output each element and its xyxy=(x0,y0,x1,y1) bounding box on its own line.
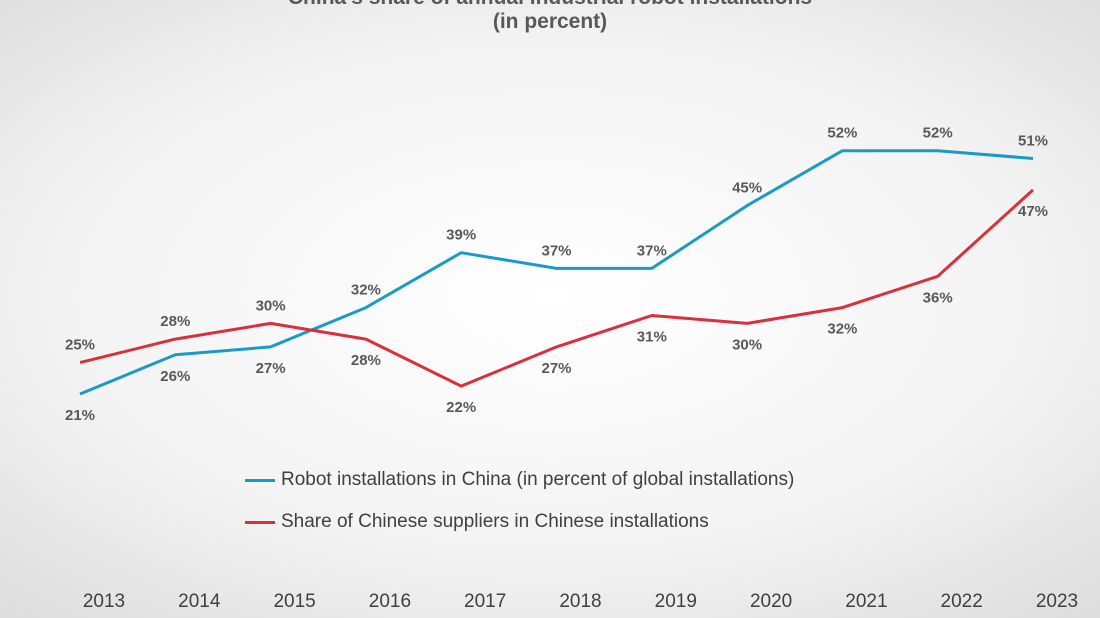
series-line-0 xyxy=(79,149,1034,396)
series-line-1 xyxy=(79,188,1035,388)
x-tick-2023: 2023 xyxy=(1036,591,1078,612)
data-label-s0-2021: 52% xyxy=(827,125,857,142)
data-label-s1-2018: 27% xyxy=(541,360,571,377)
data-label-s1-2022: 36% xyxy=(923,289,953,306)
chart-title: China's share of annual industrial robot… xyxy=(0,0,1100,10)
data-label-s1-2020: 30% xyxy=(732,336,762,353)
x-tick-2014: 2014 xyxy=(178,591,221,612)
data-label-s0-2015: 27% xyxy=(256,360,286,377)
x-tick-2018: 2018 xyxy=(559,591,601,612)
x-tick-2013: 2013 xyxy=(83,591,125,612)
data-label-s1-2015: 30% xyxy=(256,297,286,314)
data-label-s0-2017: 39% xyxy=(446,227,476,244)
legend-entry-china-installations: Robot installations in China (in percent… xyxy=(245,469,794,491)
data-label-s0-2014: 26% xyxy=(160,368,190,385)
legend-label-china-installations: Robot installations in China (in percent… xyxy=(281,469,795,490)
data-label-s0-2018: 37% xyxy=(541,242,571,259)
data-label-s1-2014: 28% xyxy=(160,313,190,330)
data-label-s0-2019: 37% xyxy=(637,242,667,259)
chart-subtitle: (in percent) xyxy=(492,10,608,33)
data-label-s0-2020: 45% xyxy=(732,180,762,197)
x-tick-2019: 2019 xyxy=(655,591,697,612)
legend-entry-chinese-suppliers: Share of Chinese suppliers in Chinese in… xyxy=(245,511,709,533)
data-label-s1-2019: 31% xyxy=(637,329,667,346)
data-label-s1-2013: 25% xyxy=(65,337,95,354)
data-label-s0-2016: 32% xyxy=(351,282,381,299)
x-tick-2021: 2021 xyxy=(845,591,887,612)
data-label-s0-2022: 52% xyxy=(923,125,953,142)
x-tick-2020: 2020 xyxy=(750,591,792,612)
legend-label-chinese-suppliers: Share of Chinese suppliers in Chinese in… xyxy=(281,511,709,532)
x-tick-2016: 2016 xyxy=(369,591,411,612)
legend-swatch-red xyxy=(245,520,275,524)
data-label-s0-2013: 21% xyxy=(65,407,95,424)
data-label-s1-2016: 28% xyxy=(351,352,381,369)
legend-swatch-blue xyxy=(245,478,275,482)
data-label-s0-2023: 51% xyxy=(1018,133,1048,150)
data-label-s1-2021: 32% xyxy=(827,321,857,338)
x-tick-2015: 2015 xyxy=(273,591,315,612)
x-tick-2022: 2022 xyxy=(941,591,983,612)
x-tick-2017: 2017 xyxy=(464,591,506,612)
data-label-s1-2023: 47% xyxy=(1018,203,1048,220)
data-label-s1-2017: 22% xyxy=(446,399,476,416)
